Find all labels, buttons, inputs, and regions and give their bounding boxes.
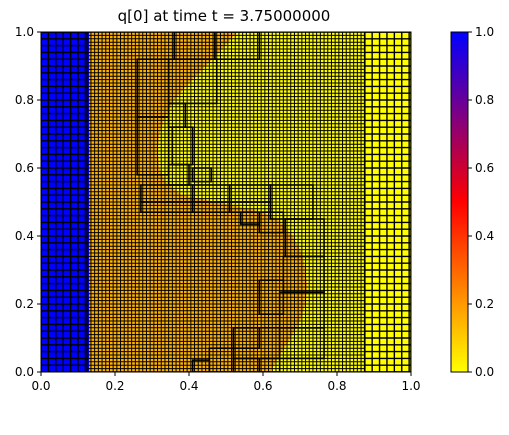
amr-patch-31 [232,326,261,349]
y-tick-label: 0.8 [15,93,34,107]
amr-patch-layer [41,32,411,372]
amr-patch-11 [191,167,212,183]
amr-patch-border [258,279,285,316]
colorbar-tick-label: 0.0 [475,365,494,379]
amr-patch-border [191,359,211,372]
amr-grid-lines [41,32,88,372]
amr-patch-border [232,326,261,349]
plot-frame [40,31,412,373]
amr-patch-border [258,211,285,234]
x-tick-label: 0.0 [31,379,50,393]
colorbar-gradient [450,31,469,373]
colorbar: 0.0 0.2 0.4 0.6 0.8 1.0 [450,25,494,379]
amr-patch-8 [136,116,170,176]
amr-patch-border [136,116,170,176]
amr-patch-border [214,32,261,61]
plot-area [40,31,412,373]
x-tick-label: 0.6 [253,379,272,393]
colorbar-tick-label: 0.2 [475,297,494,311]
x-tick-label: 0.2 [105,379,124,393]
colorbar-tick-label: 1.0 [475,25,494,39]
amr-patch-24 [258,279,285,316]
amr-patch-border [191,167,212,183]
x-tick-label: 0.4 [179,379,198,393]
y-tick-label: 0.6 [15,161,34,175]
y-tick-label: 0.2 [15,297,34,311]
chart-title: q[0] at time t = 3.75000000 [118,7,331,25]
amr-patch-4 [214,32,261,61]
y-tick-label: 1.0 [15,25,34,39]
amr-patch-20 [258,211,285,234]
amr-patch-border [86,32,366,372]
colorbar-tick-label: 0.8 [475,93,494,107]
colorbar-tick-label: 0.6 [475,161,494,175]
colorbar-tick-label: 0.4 [475,229,494,243]
x-tick-label: 1.0 [401,379,420,393]
amr-patch-30 [191,359,211,372]
y-tick-label: 0.4 [15,229,34,243]
x-tick-label: 0.8 [327,379,346,393]
colorbar-axis: 0.0 0.2 0.4 0.6 0.8 1.0 [468,25,494,379]
y-tick-label: 0.0 [15,365,34,379]
x-axis: 0.0 0.2 0.4 0.6 0.8 1.0 [31,372,421,393]
y-axis: 0.0 0.2 0.4 0.6 0.8 1.0 [15,25,41,379]
